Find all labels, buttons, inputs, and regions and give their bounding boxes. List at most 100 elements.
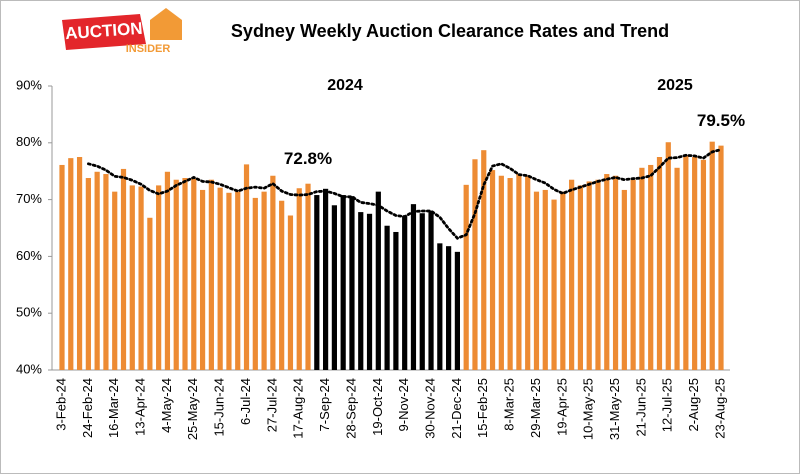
x-tick-label: 9-Nov-24 [396,378,411,431]
bar [129,185,135,370]
x-tick-label: 19-Oct-24 [370,378,385,436]
bar [454,251,460,370]
bar [683,155,689,370]
bar [112,191,118,370]
bar [147,217,153,370]
bar [340,195,346,370]
bar [208,179,214,370]
x-tick-label: 23-Aug-25 [712,378,727,439]
bar [68,158,74,370]
x-tick-label: 13-Apr-24 [133,378,148,436]
bar [692,157,698,370]
bar [138,186,144,370]
bar [270,175,276,370]
bar [59,164,65,370]
bar [94,171,100,370]
x-tick-label: 3-Feb-24 [53,378,68,431]
bar [560,191,566,370]
bar [314,195,320,370]
bar [489,170,496,370]
bar [261,191,267,370]
y-tick-label: 80% [16,134,42,149]
bar [428,210,434,370]
x-tick-label: 25-May-24 [185,378,200,440]
bar [287,215,294,370]
bar [446,246,452,370]
bar [226,192,232,370]
bar [120,168,127,370]
y-tick-label: 60% [16,248,42,263]
bar [542,189,548,370]
y-tick-label: 50% [16,305,42,320]
bar [604,174,610,370]
bar [463,184,469,370]
x-tick-label: 29-Mar-25 [528,378,543,438]
bar [156,185,162,370]
x-tick-label: 15-Feb-25 [475,378,490,438]
bar [191,178,197,370]
x-tick-label: 16-Mar-24 [106,378,121,438]
logo-subtext: INSIDER [126,43,171,55]
bar [700,159,707,370]
x-tick-label: 17-Aug-24 [291,378,306,439]
bar [674,167,680,370]
bar [182,178,188,370]
bar [85,178,91,370]
bar [709,141,715,370]
x-tick-label: 30-Nov-24 [422,378,437,439]
bar [525,175,531,370]
bar [243,164,250,370]
bar [419,213,425,370]
bar [595,179,601,370]
bar [103,174,109,370]
bar [217,187,223,370]
x-tick-label: 6-Jul-24 [238,378,253,425]
bar [648,164,654,370]
year-label: 2024 [327,77,363,94]
bar [481,150,487,370]
bar [199,189,206,370]
x-tick-label: 12-Jul-25 [660,378,675,432]
x-tick-label: 28-Sep-24 [343,378,358,439]
logo-banner [62,14,146,50]
y-tick-label: 90% [16,77,42,92]
bar [410,204,417,370]
y-tick-label: 40% [16,361,42,376]
x-tick-label: 31-May-25 [607,378,622,440]
bar [612,175,619,370]
x-tick-label: 19-Apr-25 [554,378,569,436]
bar [331,205,337,370]
bar [656,157,663,370]
x-tick-label: 21-Jun-25 [633,378,648,437]
logo-house [150,8,182,40]
x-tick-label: 15-Jun-24 [212,378,227,437]
bar [630,179,636,370]
bar [76,157,83,370]
chart-title: Sydney Weekly Auction Clearance Rates an… [231,21,669,41]
bar [375,191,381,370]
bar [639,167,645,370]
bar [173,179,179,370]
x-tick-label: 8-Mar-25 [502,378,517,431]
value-label: 72.8% [284,149,332,168]
bar [621,189,627,370]
bar [516,174,522,370]
bar [718,145,724,370]
x-tick-label: 21-Dec-24 [449,378,464,439]
x-tick-label: 7-Sep-24 [317,378,332,431]
bar [279,200,285,370]
x-tick-label: 10-May-25 [581,378,596,440]
bar [323,188,329,370]
bar [384,225,390,370]
bar [533,191,540,370]
value-label: 79.5% [697,111,745,130]
bar [252,197,258,370]
bar [437,243,443,370]
x-tick-label: 27-Jul-24 [264,378,279,432]
logo: AUCTION INSIDER [62,8,182,55]
y-tick-label: 70% [16,191,42,206]
x-tick-label: 24-Feb-24 [80,378,95,438]
year-label: 2025 [657,77,693,94]
